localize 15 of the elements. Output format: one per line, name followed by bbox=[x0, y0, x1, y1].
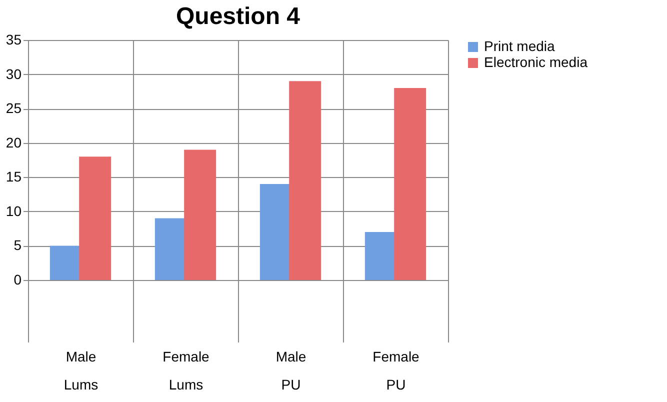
y-tick-label: 25 bbox=[6, 100, 22, 116]
y-tick-label: 35 bbox=[6, 32, 22, 48]
y-tick-label: 30 bbox=[6, 66, 22, 82]
y-tick-label: 0 bbox=[14, 272, 22, 288]
x-tick-label: Male PU bbox=[276, 348, 306, 392]
legend-label: Electronic media bbox=[484, 54, 588, 70]
legend-label: Print media bbox=[484, 38, 556, 54]
x-tick-label: Female PU bbox=[372, 348, 420, 392]
chart-title: Question 4 bbox=[176, 3, 301, 30]
y-tick-label: 20 bbox=[6, 134, 22, 150]
x-tick-label: Female Lums bbox=[162, 348, 210, 392]
y-tick-label: 10 bbox=[6, 202, 22, 219]
x-tick-label: Male Lums bbox=[64, 348, 98, 392]
y-tick-label: 5 bbox=[14, 237, 22, 254]
y-tick-label: 15 bbox=[6, 168, 22, 185]
